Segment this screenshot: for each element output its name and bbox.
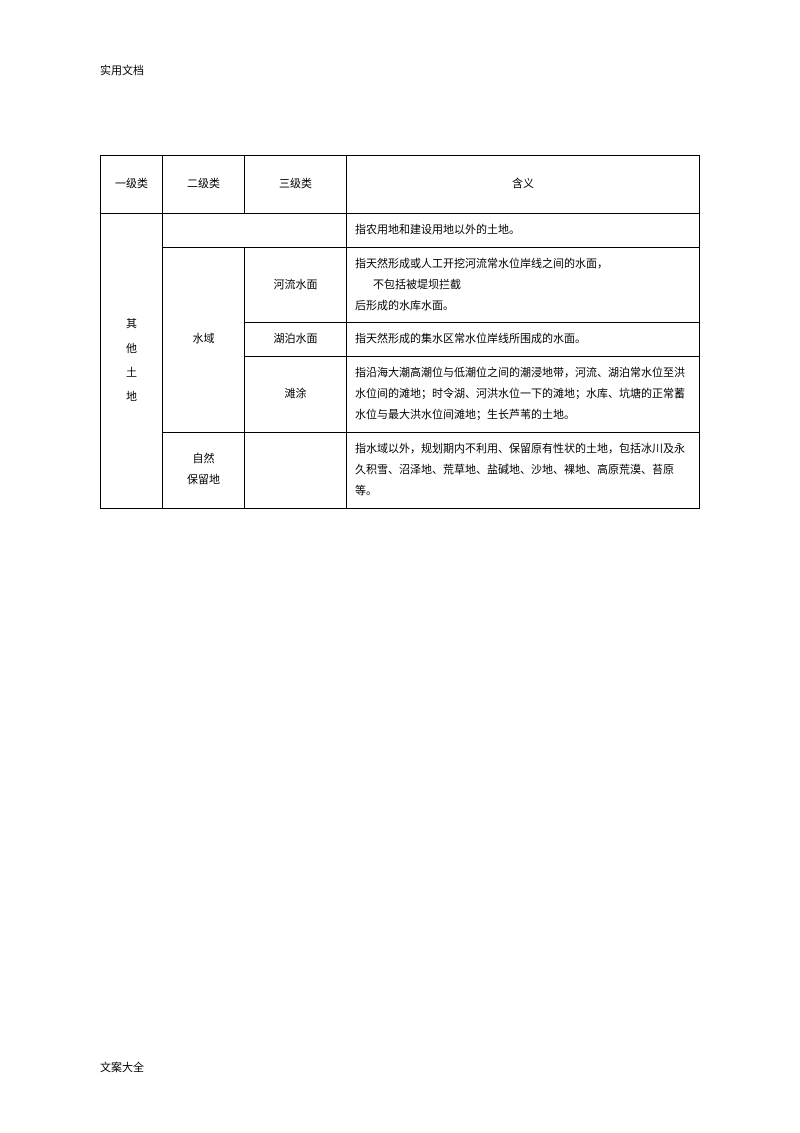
tidal-name: 滩涂 <box>245 357 347 433</box>
main-table: 一级类 二级类 三级类 含义 其 他 土 地 指农用地和建设用地以外的土地。 水… <box>100 155 700 509</box>
river-name: 河流水面 <box>245 247 347 323</box>
level1-char3: 土 <box>126 367 137 379</box>
page-header: 实用文档 <box>100 62 144 78</box>
intro-label-cell <box>163 213 347 247</box>
table-row: 水域 河流水面 指天然形成或人工开挖河流常水位岸线之间的水面，不包括被堤坝拦截后… <box>101 247 700 323</box>
river-desc: 指天然形成或人工开挖河流常水位岸线之间的水面，不包括被堤坝拦截后形成的水库水面。 <box>347 247 700 323</box>
table-header-row: 一级类 二级类 三级类 含义 <box>101 156 700 214</box>
reserve-name: 自然 保留地 <box>163 433 245 509</box>
lake-name: 湖泊水面 <box>245 323 347 357</box>
intro-desc: 指农用地和建设用地以外的土地。 <box>347 213 700 247</box>
header-title: 实用文档 <box>100 65 144 77</box>
header-col4: 含义 <box>347 156 700 214</box>
table-row: 自然 保留地 指水域以外，规划期内不利用、保留原有性状的土地，包括冰川及永久积雪… <box>101 433 700 509</box>
header-col3: 三级类 <box>245 156 347 214</box>
lake-desc: 指天然形成的集水区常水位岸线所围成的水面。 <box>347 323 700 357</box>
header-col2: 二级类 <box>163 156 245 214</box>
reserve-desc: 指水域以外，规划期内不利用、保留原有性状的土地，包括冰川及永久积雪、沼泽地、荒草… <box>347 433 700 509</box>
footer-title: 文案大全 <box>100 1062 144 1074</box>
reserve-level3-empty <box>245 433 347 509</box>
water-domain-cell: 水域 <box>163 247 245 432</box>
level1-char4: 地 <box>126 391 137 403</box>
level1-cell: 其 他 土 地 <box>101 213 163 508</box>
land-classification-table: 一级类 二级类 三级类 含义 其 他 土 地 指农用地和建设用地以外的土地。 水… <box>100 155 700 509</box>
table-row: 其 他 土 地 指农用地和建设用地以外的土地。 <box>101 213 700 247</box>
level1-char2: 他 <box>126 343 137 355</box>
header-col1: 一级类 <box>101 156 163 214</box>
page-footer: 文案大全 <box>100 1059 144 1075</box>
level1-char1: 其 <box>126 318 137 330</box>
tidal-desc: 指沿海大潮高潮位与低潮位之间的潮浸地带，河流、湖泊常水位至洪水位间的滩地；时令湖… <box>347 357 700 433</box>
